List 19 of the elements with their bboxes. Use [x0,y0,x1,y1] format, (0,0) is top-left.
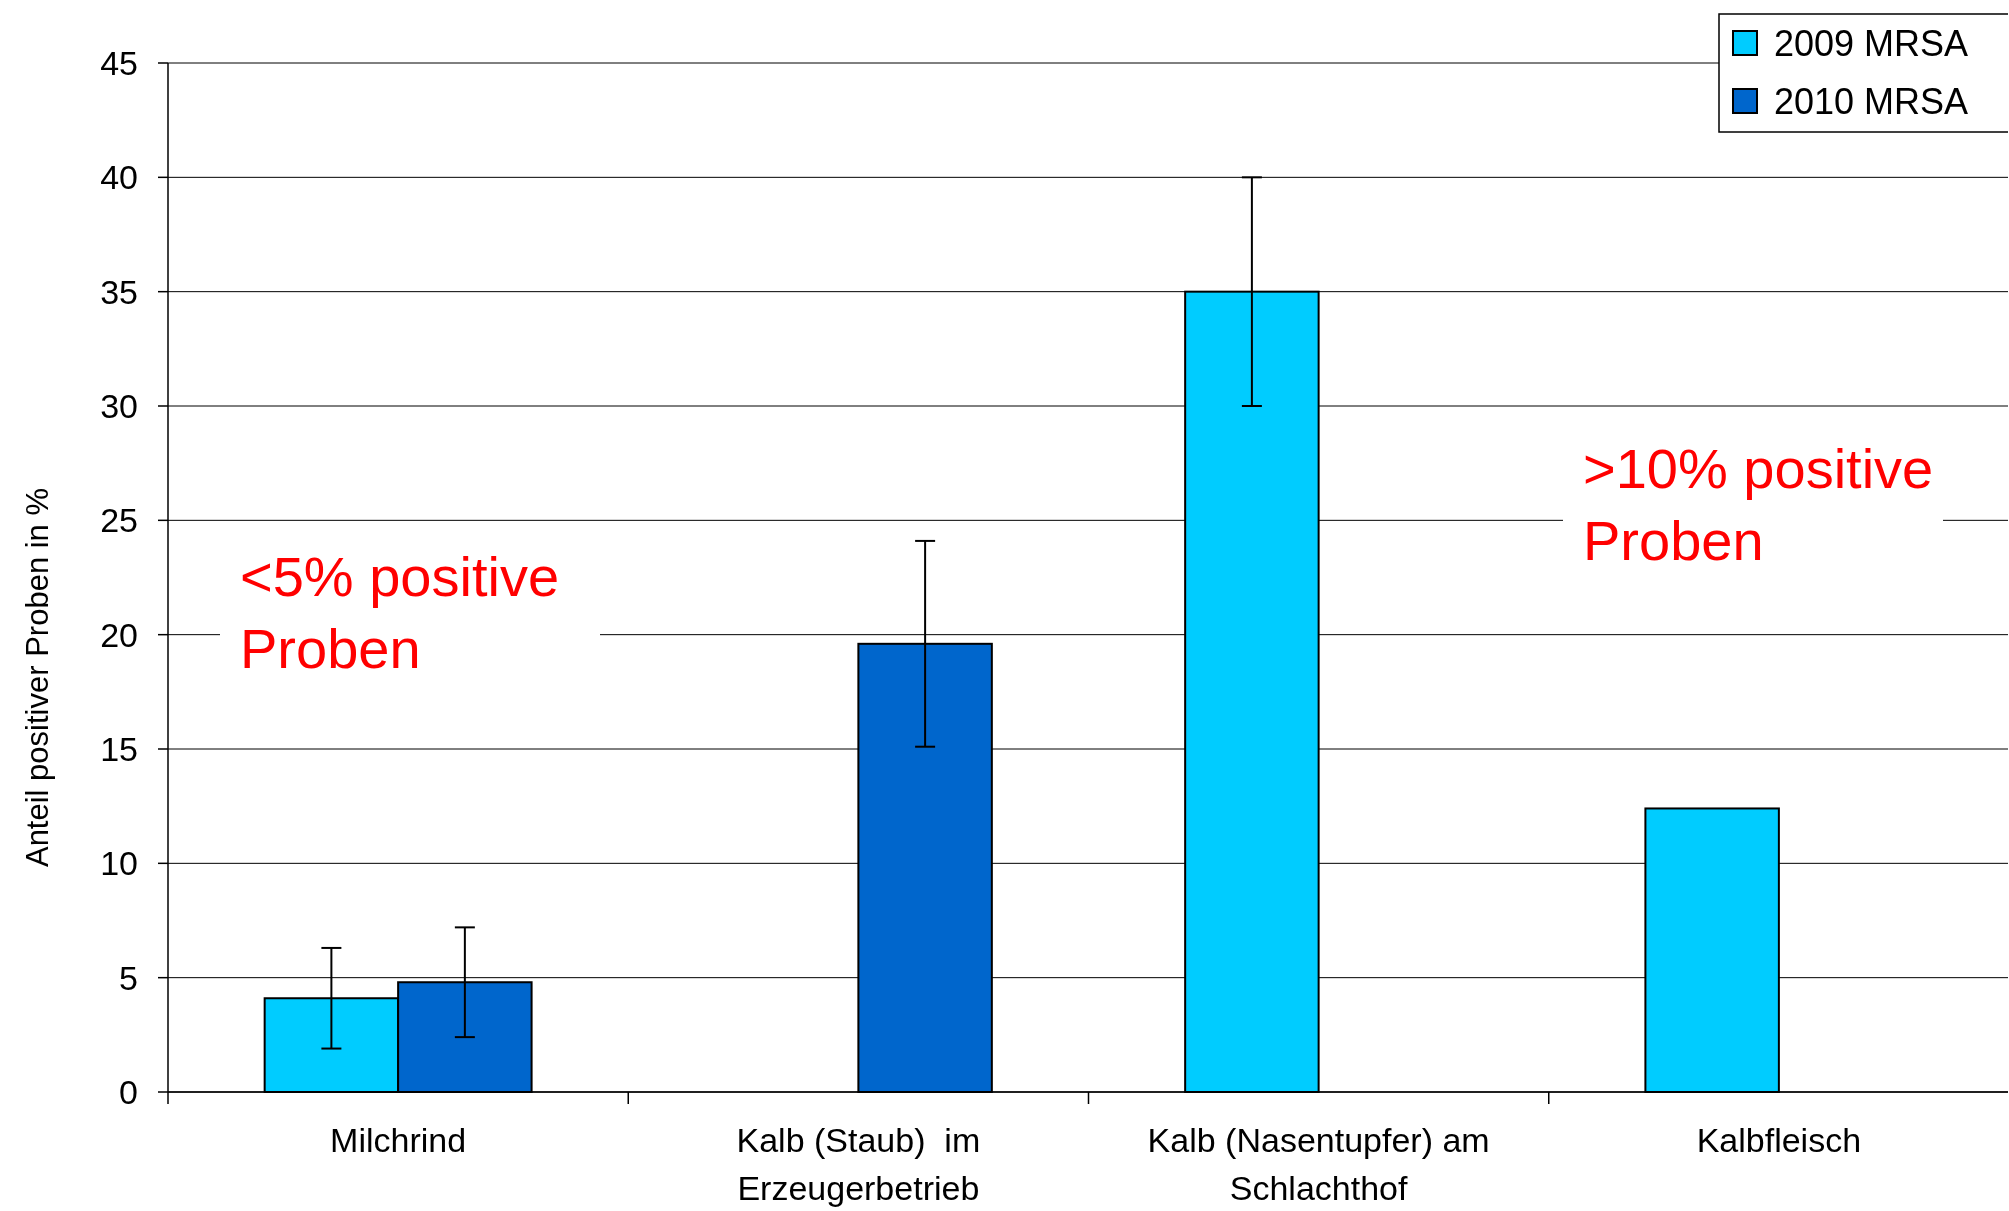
y-axis-title: Anteil positiver Proben in % [20,487,55,868]
y-tick-label: 25 [100,501,138,540]
x-tick-label: Kalb (Nasentupfer) am Schlachthof [1147,1121,1490,1207]
x-tick-label: Kalbfleisch [1696,1121,1862,1159]
x-tick-label: Kalb (Staub) im Erzeugerbetrieb [736,1121,981,1207]
y-tick-label: 40 [100,158,138,197]
annotation: <5% positive Proben [240,545,560,680]
y-tick-label: 10 [100,844,138,883]
y-tick-label: 35 [100,272,138,311]
legend-label: 2009 MRSA [1774,22,1969,64]
y-tick-label: 15 [100,729,138,768]
legend-label: 2010 MRSA [1774,80,1969,122]
annotation: >10% positive Proben [1583,437,1934,572]
y-tick-label: 45 [100,43,138,82]
y-tick-label: 30 [100,386,138,425]
y-tick-label: 5 [119,958,138,997]
y-tick-label: 0 [119,1072,138,1111]
y-tick-label: 20 [100,615,138,654]
x-tick-label: Milchrind [330,1121,467,1159]
